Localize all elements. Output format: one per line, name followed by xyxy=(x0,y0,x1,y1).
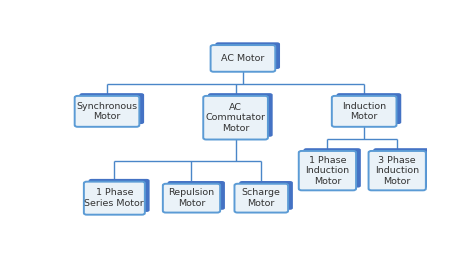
FancyBboxPatch shape xyxy=(208,93,273,137)
FancyBboxPatch shape xyxy=(163,184,220,213)
FancyBboxPatch shape xyxy=(235,184,288,213)
FancyBboxPatch shape xyxy=(369,151,426,190)
Text: Induction
Motor: Induction Motor xyxy=(342,102,386,121)
FancyBboxPatch shape xyxy=(303,148,361,188)
Text: AC Motor: AC Motor xyxy=(221,54,264,63)
FancyBboxPatch shape xyxy=(203,96,268,139)
FancyBboxPatch shape xyxy=(374,148,431,188)
FancyBboxPatch shape xyxy=(84,182,145,215)
Text: 1 Phase
Series Motor: 1 Phase Series Motor xyxy=(84,188,144,208)
Text: 3 Phase
Induction
Motor: 3 Phase Induction Motor xyxy=(375,156,419,186)
Text: Synchronous
Motor: Synchronous Motor xyxy=(76,102,137,121)
Text: Scharge
Motor: Scharge Motor xyxy=(242,188,281,208)
FancyBboxPatch shape xyxy=(75,96,139,127)
FancyBboxPatch shape xyxy=(210,45,275,72)
Text: Repulsion
Motor: Repulsion Motor xyxy=(168,188,215,208)
FancyBboxPatch shape xyxy=(215,42,280,69)
FancyBboxPatch shape xyxy=(332,96,396,127)
FancyBboxPatch shape xyxy=(337,93,401,124)
FancyBboxPatch shape xyxy=(299,151,356,190)
FancyBboxPatch shape xyxy=(168,181,225,210)
FancyBboxPatch shape xyxy=(89,179,150,212)
FancyBboxPatch shape xyxy=(80,93,144,124)
Text: 1 Phase
Induction
Motor: 1 Phase Induction Motor xyxy=(305,156,349,186)
Text: AC
Commutator
Motor: AC Commutator Motor xyxy=(206,103,265,133)
FancyBboxPatch shape xyxy=(239,181,293,210)
